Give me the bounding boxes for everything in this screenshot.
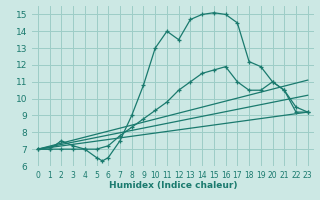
X-axis label: Humidex (Indice chaleur): Humidex (Indice chaleur) <box>108 181 237 190</box>
